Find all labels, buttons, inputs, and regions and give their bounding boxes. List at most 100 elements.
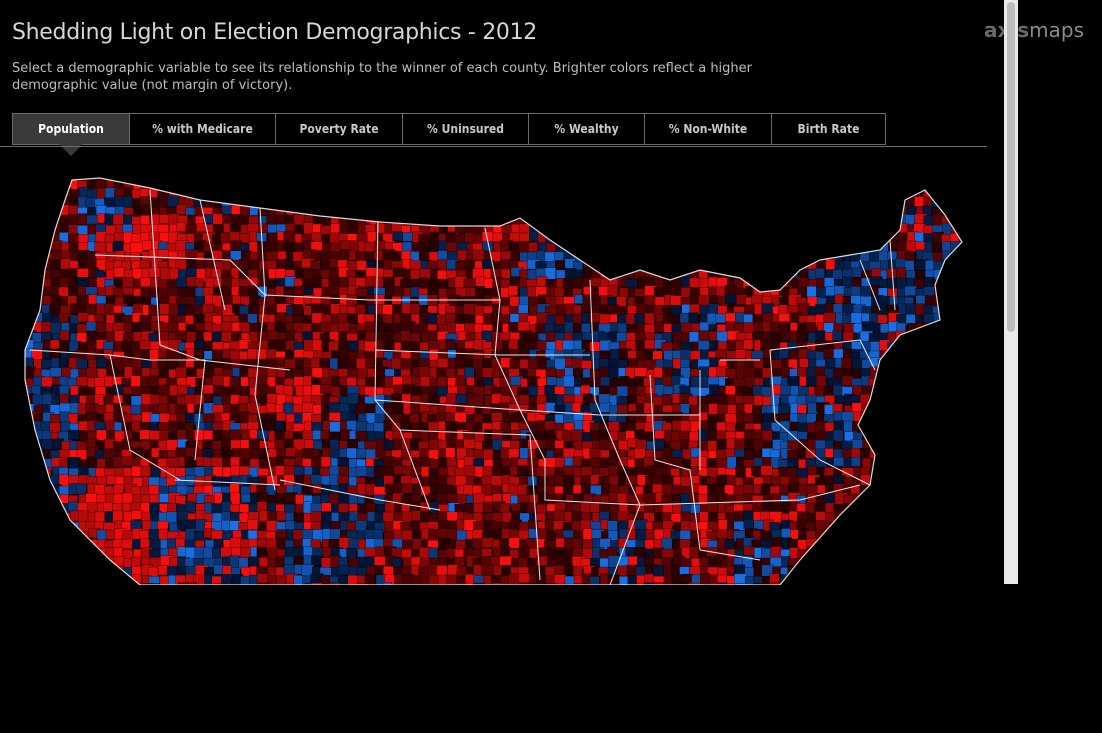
county-cell[interactable]: [924, 457, 937, 471]
county-cell[interactable]: [852, 566, 864, 577]
county-cell[interactable]: [392, 231, 403, 241]
county-cell[interactable]: [582, 178, 596, 191]
county-cell[interactable]: [969, 457, 979, 467]
county-cell[interactable]: [788, 573, 801, 585]
county-cell[interactable]: [643, 277, 655, 288]
county-cell[interactable]: [725, 260, 738, 270]
county-cell[interactable]: [32, 187, 45, 199]
county-cell[interactable]: [878, 431, 892, 444]
county-cell[interactable]: [787, 231, 799, 244]
county-cell[interactable]: [33, 251, 45, 264]
county-cell[interactable]: [970, 557, 981, 568]
county-cell[interactable]: [428, 169, 438, 180]
county-cell[interactable]: [844, 537, 855, 551]
county-cell[interactable]: [744, 197, 755, 210]
county-cell[interactable]: [519, 223, 530, 234]
county-cell[interactable]: [508, 537, 520, 549]
county-cell[interactable]: [916, 511, 928, 522]
county-cell[interactable]: [788, 186, 802, 197]
county-cell[interactable]: [436, 180, 449, 193]
county-cell[interactable]: [816, 169, 828, 182]
county-cell[interactable]: [886, 447, 899, 461]
county-cell[interactable]: [33, 493, 43, 504]
county-cell[interactable]: [940, 447, 953, 459]
county-cell[interactable]: [528, 385, 539, 396]
county-cell[interactable]: [842, 225, 854, 236]
county-cell[interactable]: [897, 412, 908, 426]
county-cell[interactable]: [861, 564, 874, 575]
county-cell[interactable]: [310, 180, 321, 193]
county-cell[interactable]: [868, 558, 882, 569]
county-cell[interactable]: [41, 519, 55, 532]
county-cell[interactable]: [636, 187, 649, 198]
county-cell[interactable]: [610, 242, 622, 253]
county-cell[interactable]: [958, 486, 971, 498]
county-cell[interactable]: [706, 242, 717, 253]
county-cell[interactable]: [779, 179, 792, 192]
county-cell[interactable]: [940, 394, 955, 407]
county-cell[interactable]: [806, 546, 817, 558]
county-cell[interactable]: [437, 197, 449, 208]
county-cell[interactable]: [320, 456, 331, 468]
county-cell[interactable]: [546, 197, 558, 210]
county-cell[interactable]: [969, 178, 982, 191]
county-cell[interactable]: [932, 404, 944, 415]
county-cell[interactable]: [670, 295, 683, 307]
county-cell[interactable]: [824, 357, 836, 369]
county-cell[interactable]: [790, 225, 804, 237]
county-cell[interactable]: [733, 485, 745, 496]
county-cell[interactable]: [961, 240, 973, 251]
county-cell[interactable]: [877, 529, 889, 542]
county-cell[interactable]: [572, 502, 582, 513]
county-cell[interactable]: [698, 170, 712, 182]
county-cell[interactable]: [743, 546, 755, 556]
county-cell[interactable]: [158, 179, 171, 189]
county-cell[interactable]: [600, 261, 613, 273]
county-cell[interactable]: [628, 197, 639, 208]
county-cell[interactable]: [932, 349, 943, 360]
county-cell[interactable]: [609, 260, 621, 270]
county-cell[interactable]: [878, 555, 893, 569]
county-cell[interactable]: [950, 556, 962, 568]
county-cell[interactable]: [645, 196, 656, 207]
county-cell[interactable]: [708, 215, 719, 227]
county-cell[interactable]: [23, 448, 34, 458]
county-cell[interactable]: [241, 178, 255, 192]
county-cell[interactable]: [329, 421, 342, 433]
county-cell[interactable]: [230, 178, 243, 191]
county-cell[interactable]: [41, 546, 54, 558]
county-cell[interactable]: [274, 465, 285, 477]
county-cell[interactable]: [869, 250, 880, 262]
county-cell[interactable]: [501, 205, 512, 217]
county-cell[interactable]: [331, 205, 343, 215]
county-cell[interactable]: [51, 178, 64, 190]
county-cell[interactable]: [752, 178, 766, 188]
county-cell[interactable]: [358, 197, 369, 208]
county-cell[interactable]: [40, 169, 52, 181]
county-cell[interactable]: [751, 215, 765, 228]
county-cell[interactable]: [86, 564, 99, 576]
county-cell[interactable]: [940, 369, 954, 383]
county-cell[interactable]: [410, 303, 420, 314]
county-cell[interactable]: [915, 439, 929, 453]
county-cell[interactable]: [538, 215, 549, 227]
county-cell[interactable]: [725, 223, 736, 236]
county-cell[interactable]: [888, 520, 899, 534]
county-cell[interactable]: [842, 375, 854, 387]
county-cell[interactable]: [805, 224, 816, 238]
county-cell[interactable]: [502, 178, 515, 190]
county-cell[interactable]: [114, 170, 128, 180]
county-cell[interactable]: [940, 278, 954, 290]
county-cell[interactable]: [952, 340, 962, 354]
county-cell[interactable]: [500, 268, 511, 279]
county-cell[interactable]: [860, 520, 873, 532]
county-cell[interactable]: [652, 564, 664, 577]
county-cell[interactable]: [969, 198, 981, 209]
county-cell[interactable]: [608, 366, 619, 378]
county-cell[interactable]: [312, 339, 324, 352]
county-cell[interactable]: [95, 322, 107, 334]
county-cell[interactable]: [760, 465, 773, 476]
county-cell[interactable]: [853, 521, 865, 532]
county-cell[interactable]: [24, 214, 34, 228]
county-cell[interactable]: [355, 466, 368, 477]
